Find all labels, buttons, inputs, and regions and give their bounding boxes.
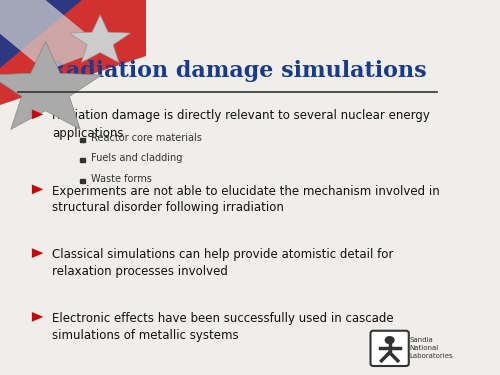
- Polygon shape: [0, 41, 102, 129]
- Polygon shape: [70, 15, 130, 63]
- Polygon shape: [32, 184, 43, 194]
- Circle shape: [384, 336, 394, 344]
- FancyBboxPatch shape: [80, 158, 84, 162]
- Polygon shape: [32, 248, 43, 258]
- Polygon shape: [0, 0, 146, 105]
- Polygon shape: [32, 110, 43, 119]
- Text: Electronic effects have been successfully used in cascade
simulations of metalli: Electronic effects have been successfull…: [52, 312, 394, 342]
- FancyBboxPatch shape: [80, 138, 84, 142]
- FancyBboxPatch shape: [370, 331, 409, 366]
- Polygon shape: [0, 0, 82, 68]
- Text: Radiation damage simulations: Radiation damage simulations: [47, 60, 426, 82]
- Text: Fuels and cladding: Fuels and cladding: [91, 153, 182, 163]
- Text: Radiation damage is directly relevant to several nuclear energy
applications: Radiation damage is directly relevant to…: [52, 110, 430, 140]
- FancyBboxPatch shape: [80, 179, 84, 183]
- Polygon shape: [0, 0, 104, 71]
- Text: Reactor core materials: Reactor core materials: [91, 133, 202, 142]
- Text: Sandia
National
Laboratories: Sandia National Laboratories: [410, 338, 454, 358]
- Text: Classical simulations can help provide atomistic detail for
relaxation processes: Classical simulations can help provide a…: [52, 248, 394, 278]
- Polygon shape: [32, 312, 43, 322]
- Text: Experiments are not able to elucidate the mechanism involved in
structural disor: Experiments are not able to elucidate th…: [52, 184, 440, 214]
- Text: Waste forms: Waste forms: [91, 174, 152, 184]
